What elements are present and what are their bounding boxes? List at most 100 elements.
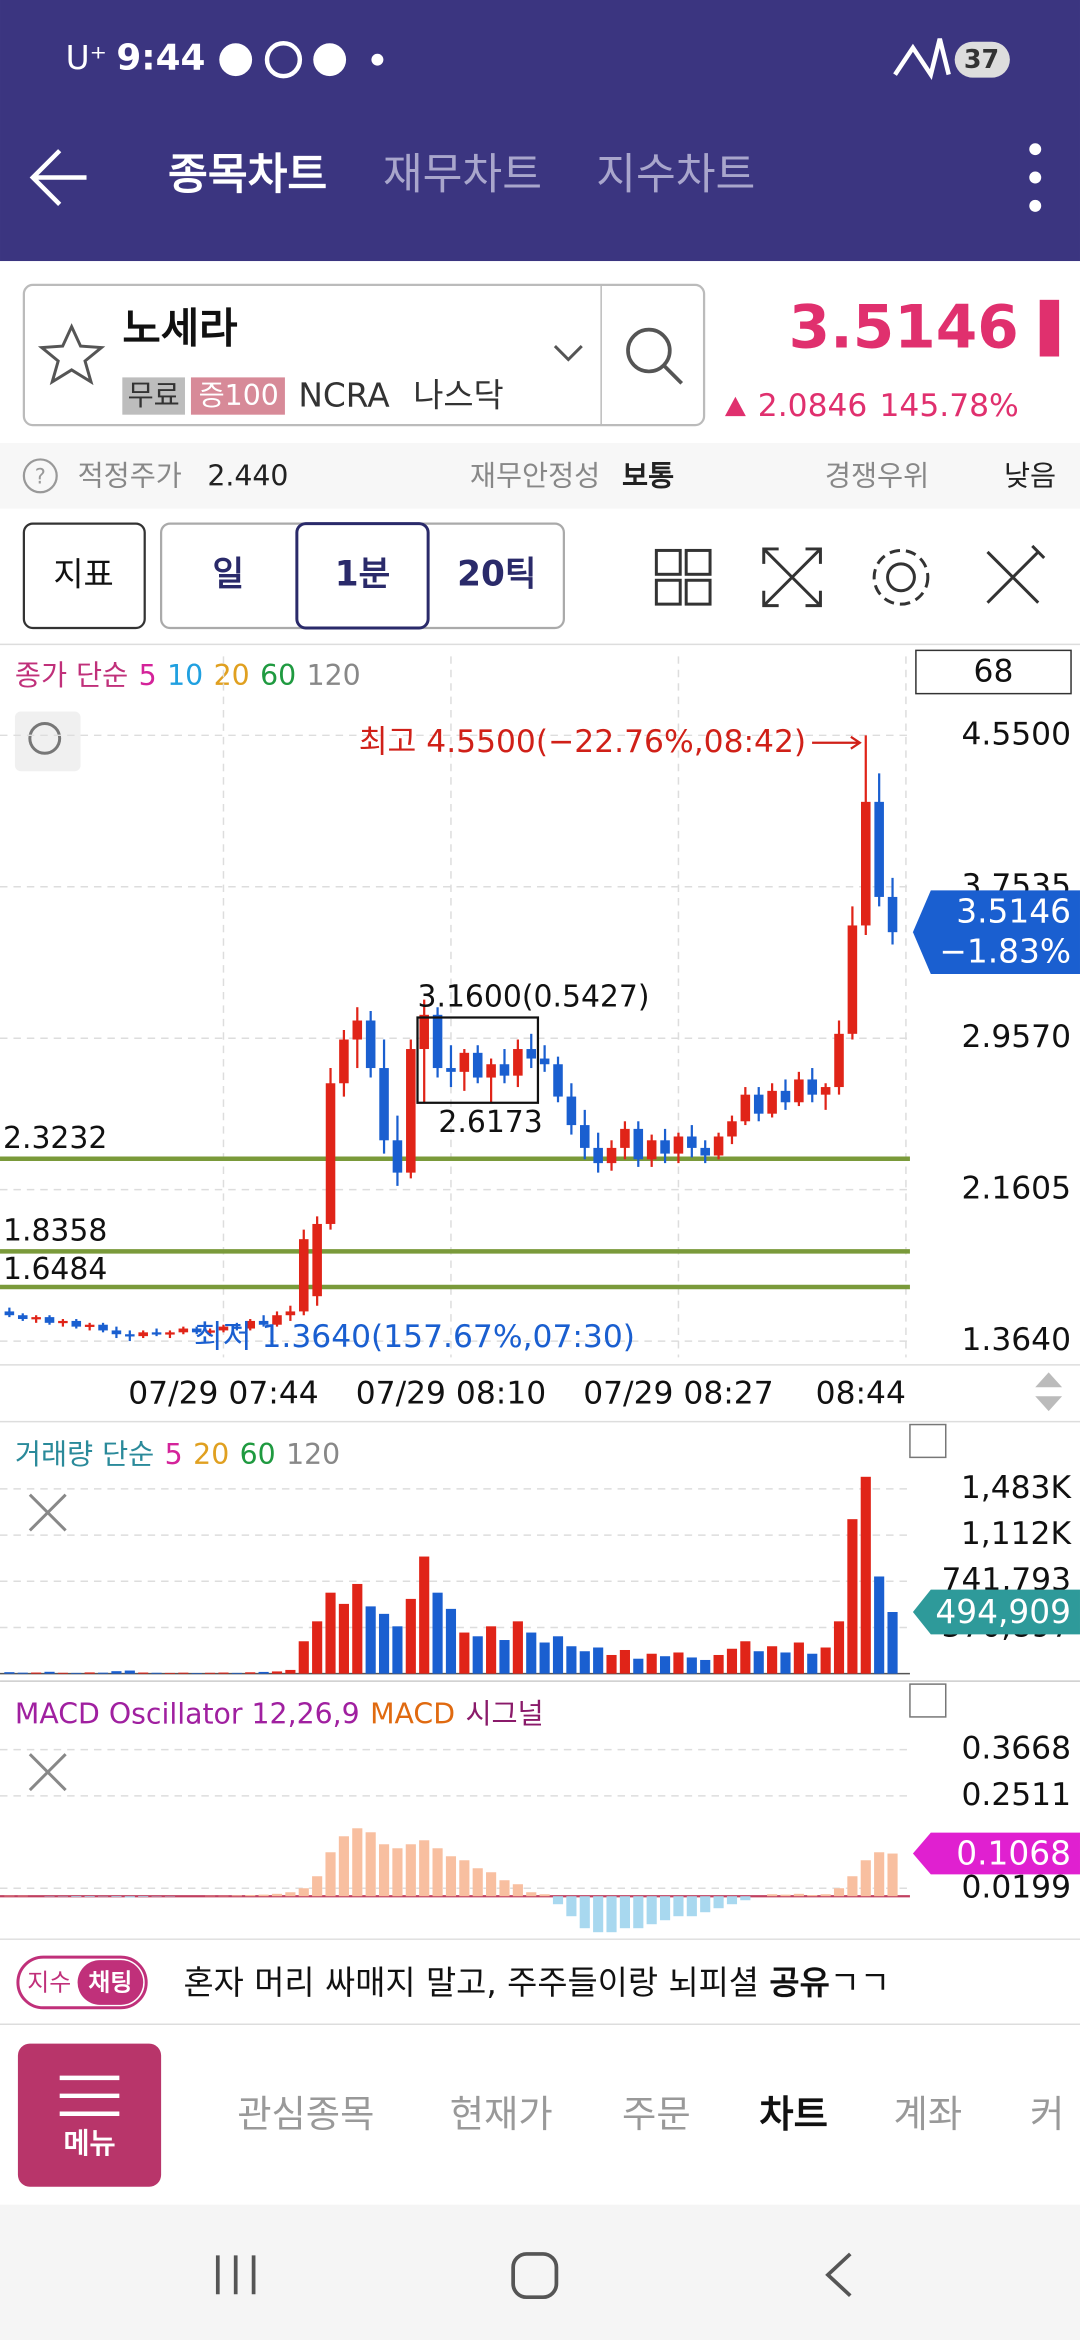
candle-body <box>325 1083 336 1224</box>
macd-bar <box>71 1896 82 1898</box>
volume-bar <box>84 1672 95 1674</box>
volume-bar <box>325 1592 336 1674</box>
candle-body <box>138 1332 148 1337</box>
candle-body <box>606 1147 617 1164</box>
candle-body <box>339 1039 349 1084</box>
candle-body <box>31 1317 41 1320</box>
candle-body <box>4 1311 15 1316</box>
macd-bar <box>646 1896 657 1925</box>
macd-bar <box>459 1860 470 1897</box>
search[interactable] <box>626 327 672 374</box>
y-tick-label: 0.0199 <box>961 1869 1071 1905</box>
dropdown[interactable] <box>553 345 583 362</box>
more[interactable] <box>1029 143 1042 156</box>
volume-bar <box>512 1621 523 1674</box>
badge-text: 증100 <box>199 379 279 412</box>
tab[interactable]: 지수차트 <box>596 150 755 200</box>
macd-bar <box>231 1895 242 1897</box>
nav-item[interactable]: 관심종목 <box>237 2092 374 2136</box>
macd-bar <box>566 1896 577 1917</box>
period-selected[interactable] <box>295 522 430 630</box>
macd-bar <box>378 1844 390 1897</box>
close-macd[interactable] <box>28 1753 67 1792</box>
nav-item[interactable]: 커 <box>1030 2092 1064 2136</box>
volume-bar <box>659 1656 671 1674</box>
y-tick-label: 4.5500 <box>961 716 1071 752</box>
signal-icon <box>893 38 951 81</box>
nav-item[interactable]: 현재가 <box>450 2092 553 2136</box>
volume-bar <box>833 1621 845 1674</box>
y-tick-label: 0.2511 <box>961 1777 1071 1813</box>
period[interactable]: 일 <box>212 554 244 594</box>
volume-bar <box>874 1576 885 1674</box>
candle-body <box>553 1064 563 1097</box>
candle-body <box>834 1033 844 1088</box>
candle-body <box>125 1334 135 1337</box>
close-volume[interactable] <box>28 1493 67 1532</box>
candle-body <box>579 1125 590 1148</box>
volume-bar <box>472 1636 483 1674</box>
candle-body <box>205 1330 215 1333</box>
macd-bar <box>793 1893 804 1897</box>
candle-body <box>646 1140 657 1160</box>
menu-small[interactable] <box>909 1423 947 1459</box>
help[interactable] <box>22 458 58 494</box>
stock-name: 노세라 <box>122 304 237 353</box>
candle-body <box>807 1079 818 1095</box>
value: 낮음 <box>1004 459 1056 492</box>
legend-period: 120 <box>307 659 361 692</box>
recent-apps[interactable] <box>215 2255 256 2295</box>
period[interactable]: 1분 <box>335 554 390 594</box>
legend-period: 10 <box>167 659 203 692</box>
macd-bar <box>539 1894 550 1897</box>
candle-body <box>419 1014 429 1050</box>
back[interactable] <box>825 2252 852 2298</box>
chat-message[interactable]: 혼자 머리 싸매지 말고, 주주들이랑 뇌피셜 공유ㄱㄱ <box>183 1963 890 2001</box>
macd-bar <box>405 1844 416 1897</box>
nav-item[interactable]: 차트 <box>759 2092 828 2136</box>
label: 적정주가 <box>78 459 182 492</box>
candle-body <box>727 1121 737 1137</box>
volume-bar <box>552 1636 564 1674</box>
volume-bar <box>231 1672 242 1674</box>
nav-item[interactable]: 주문 <box>622 2092 691 2136</box>
volume-bar <box>767 1646 778 1674</box>
volume-bar <box>271 1671 283 1674</box>
y-tick-label: 2.9570 <box>961 1019 1071 1055</box>
candle-body <box>513 1049 523 1076</box>
macd-tag <box>912 1832 1080 1875</box>
macd-bar <box>419 1840 430 1897</box>
candle-body <box>499 1064 510 1076</box>
legend-period: 20 <box>193 1438 229 1471</box>
candle-body <box>539 1058 550 1065</box>
macd-tag-label: 0.1068 <box>956 1835 1071 1873</box>
legend-label: 거래량 단순 <box>15 1438 154 1471</box>
tab[interactable]: 재무차트 <box>383 150 542 200</box>
zoom-in[interactable] <box>14 711 81 772</box>
volume-bar <box>860 1476 871 1674</box>
chat-badge-left: 지수 <box>27 1968 71 1996</box>
menu-icon <box>59 2075 120 2116</box>
indicator-label: 지표 <box>53 555 113 593</box>
menu-small[interactable] <box>909 1683 947 1718</box>
system-nav <box>0 2204 1080 2340</box>
volume-bar <box>646 1653 657 1674</box>
macd-bar <box>874 1852 885 1897</box>
carrier: U⁺ <box>66 39 107 77</box>
favorite-star[interactable] <box>37 323 106 386</box>
y-tick-label: 0.3668 <box>961 1731 1071 1767</box>
legend-label: 종가 단순 <box>15 659 128 692</box>
volume-bar <box>218 1672 229 1674</box>
nav-item[interactable]: 계좌 <box>894 2092 963 2136</box>
legend: MACD Oscillator 12,26,9 MACD 시그널 <box>15 1697 544 1730</box>
price-tag-value: 3.5146 <box>956 892 1071 930</box>
period[interactable]: 20틱 <box>457 554 536 594</box>
home[interactable] <box>511 2252 559 2300</box>
back-button[interactable] <box>29 149 87 206</box>
candle-body <box>232 1326 242 1329</box>
scroll-arrows[interactable] <box>1035 1372 1063 1412</box>
tab-active[interactable]: 종목차트 <box>168 150 327 200</box>
indicator-button[interactable] <box>22 522 146 630</box>
volume-bar <box>57 1672 68 1674</box>
volume-bar <box>445 1608 457 1674</box>
